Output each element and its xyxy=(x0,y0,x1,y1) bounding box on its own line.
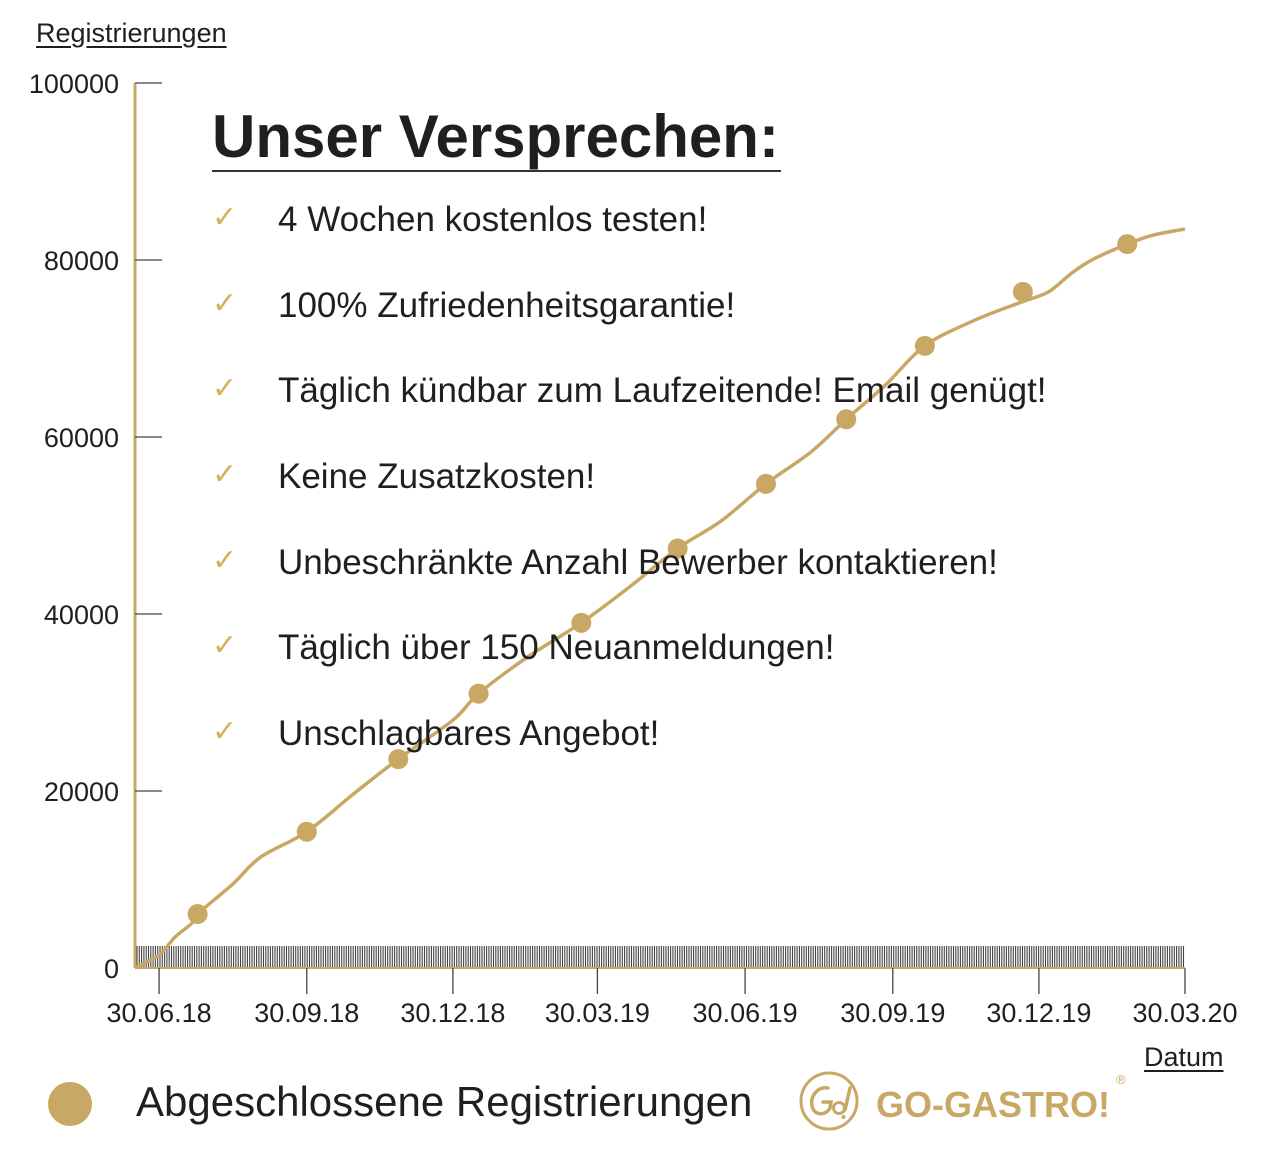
y-tick-label: 20000 xyxy=(44,777,119,807)
x-tick-label: 30.06.18 xyxy=(107,998,212,1028)
promise-panel: Unser Versprechen: ✓ 4 Wochen kostenlos t… xyxy=(212,104,1172,796)
promise-item: ✓ Unschlagbares Angebot! xyxy=(212,710,1172,796)
check-icon: ✓ xyxy=(212,372,238,406)
data-point xyxy=(755,473,776,494)
check-icon: ✓ xyxy=(212,286,238,320)
promise-item-text: Unbeschränkte Anzahl Bewerber kontaktier… xyxy=(278,542,998,582)
chart-axes: 0 20000 40000 60000 80000 100000 30.06.18 30.09… xyxy=(29,69,1238,1028)
series-layer xyxy=(134,227,1186,970)
data-point xyxy=(388,749,409,770)
legend-label: Abgeschlossene Registrierungen xyxy=(136,1078,753,1125)
promise-item-text: Täglich über 150 Neuanmeldungen! xyxy=(278,628,835,668)
data-point xyxy=(1117,234,1138,255)
x-tick-label: 30.12.18 xyxy=(400,998,505,1028)
data-point xyxy=(468,683,489,704)
check-icon: ✓ xyxy=(212,543,238,577)
rug-marks xyxy=(136,946,1185,968)
data-point xyxy=(836,409,857,430)
x-axis-label: Datum xyxy=(1144,1042,1224,1072)
data-point xyxy=(187,904,208,925)
promise-item: ✓ 100% Zufriedenheitsgarantie! xyxy=(212,282,1172,368)
promise-item: ✓ Täglich über 150 Neuanmeldungen! xyxy=(212,624,1172,710)
rug-ticks xyxy=(136,946,1185,968)
data-point xyxy=(1012,281,1033,302)
x-tick-label: 30.12.19 xyxy=(986,998,1091,1028)
promise-item-text: Täglich kündbar zum Laufzeitende! Email … xyxy=(278,371,1047,411)
y-tick-label: 100000 xyxy=(29,69,119,99)
data-point xyxy=(571,612,592,633)
x-tick-label: 30.03.19 xyxy=(545,998,650,1028)
y-tick-label: 0 xyxy=(104,954,119,984)
legend-marker xyxy=(48,1082,92,1126)
promise-item: ✓ Unbeschränkte Anzahl Bewerber kontaktie… xyxy=(212,539,1172,625)
registered-mark: ® xyxy=(1116,1072,1126,1087)
x-tick-label: 30.06.19 xyxy=(693,998,798,1028)
check-icon: ✓ xyxy=(212,715,238,749)
x-tick-label: 30.03.20 xyxy=(1132,998,1237,1028)
check-icon: ✓ xyxy=(212,458,238,492)
promise-item: ✓ 4 Wochen kostenlos testen! xyxy=(212,196,1172,282)
x-tick-label: 30.09.18 xyxy=(254,998,359,1028)
data-point xyxy=(667,538,688,559)
x-tick-label: 30.09.19 xyxy=(840,998,945,1028)
promise-item-text: 4 Wochen kostenlos testen! xyxy=(278,200,708,239)
promise-list: ✓ 4 Wochen kostenlos testen! ✓ 100% Zufried… xyxy=(212,196,1172,796)
y-tick-label: 40000 xyxy=(44,600,119,630)
series-line xyxy=(134,227,1186,970)
y-tick-label: 60000 xyxy=(44,423,119,453)
go-gastro-logo: GO-GASTRO! ® xyxy=(798,1070,1138,1136)
promise-item: ✓ Keine Zusatzkosten! xyxy=(212,453,1172,539)
promise-item: ✓ Täglich kündbar zum Laufzeitende! Email… xyxy=(212,367,1172,453)
promise-title: Unser Versprechen: xyxy=(212,103,781,172)
logo-text: GO-GASTRO! xyxy=(876,1084,1110,1125)
check-icon: ✓ xyxy=(212,629,238,663)
promise-item-text: 100% Zufriedenheitsgarantie! xyxy=(278,285,736,325)
data-point xyxy=(914,335,935,356)
y-tick-label: 80000 xyxy=(44,246,119,276)
check-icon: ✓ xyxy=(212,201,238,234)
promise-item-text: Unschlagbares Angebot! xyxy=(278,714,660,754)
data-point xyxy=(296,821,317,842)
promise-item-text: Keine Zusatzkosten! xyxy=(278,457,596,497)
y-axis-label: Registrierungen xyxy=(36,18,227,48)
go-logo-icon xyxy=(799,1071,859,1131)
